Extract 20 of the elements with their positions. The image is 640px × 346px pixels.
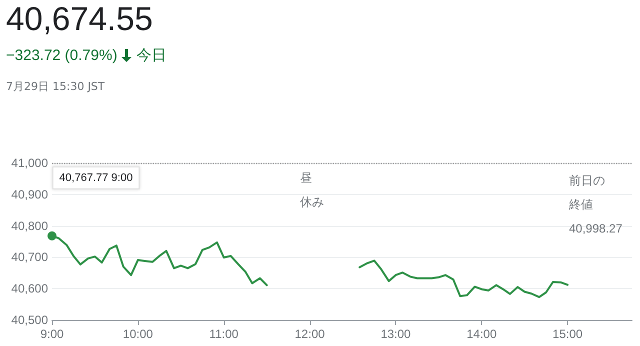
- y-tick-label: 40,600: [11, 282, 48, 296]
- y-tick-label: 40,700: [11, 250, 48, 264]
- y-tick-label: 41,000: [11, 156, 48, 170]
- chart-subtitle: −323.72 (0.79%): [6, 47, 118, 64]
- x-tick-label: 15:00: [552, 327, 583, 341]
- text: 7月29日 15:30 JST: [6, 79, 105, 94]
- annotation: 昼休み: [300, 171, 324, 209]
- annotation: 40,767.77 9:00: [59, 172, 133, 184]
- x-tick-label: 12:00: [294, 327, 326, 341]
- ref-line-label: 前日の終値 40,998.27: [568, 174, 623, 236]
- x-tick-label: 11:00: [209, 327, 239, 341]
- x-tick-label: 13:00: [380, 327, 412, 341]
- y-tick-label: 40,900: [11, 187, 48, 202]
- y-tick-label: 40,800: [11, 218, 48, 233]
- chart-title: 40,674.55: [6, 0, 153, 38]
- x-tick-label: 9:00: [40, 327, 64, 341]
- x-tick-label: 10:00: [122, 327, 154, 341]
- text: 今日: [136, 46, 166, 65]
- y-tick-label: 40,500: [11, 313, 48, 327]
- x-tick-label: 14:00: [466, 327, 497, 341]
